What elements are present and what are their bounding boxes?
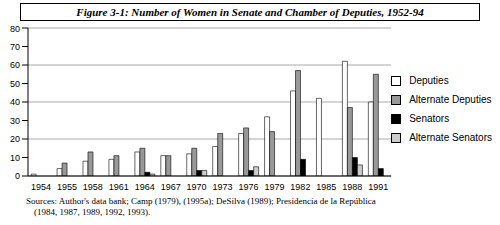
svg-text:1991: 1991	[368, 182, 388, 192]
svg-text:40: 40	[10, 97, 20, 107]
html-text:Alternate Deputies: Alternate Deputies	[409, 94, 492, 105]
html-text:(1984, 1987, 1989, 1992, 1993): (1984, 1987, 1989, 1992, 1993).	[34, 207, 151, 217]
svg-text:1955: 1955	[57, 182, 77, 192]
svg-text:1961: 1961	[109, 182, 129, 192]
svg-text:0: 0	[15, 171, 20, 181]
svg-text:1958: 1958	[83, 182, 103, 192]
svg-text:1973: 1973	[213, 182, 233, 192]
svg-text:1985: 1985	[316, 182, 336, 192]
html-text:Senators: Senators	[409, 113, 450, 124]
svg-text:1964: 1964	[135, 182, 155, 192]
svg-text:1988: 1988	[342, 182, 362, 192]
svg-text:1954: 1954	[31, 182, 51, 192]
svg-text:70: 70	[10, 42, 20, 52]
svg-text:20: 20	[10, 134, 20, 144]
svg-text:80: 80	[10, 24, 20, 34]
svg-text:30: 30	[10, 116, 20, 126]
svg-text:1967: 1967	[161, 182, 181, 192]
html-text:Sources: Author's data bank; C: Sources: Author's data bank; Camp (1979)…	[26, 196, 376, 206]
html-text:Deputies: Deputies	[409, 75, 449, 86]
svg-text:10: 10	[10, 153, 20, 163]
svg-text:1976: 1976	[238, 182, 258, 192]
html-text:Alternate Senators: Alternate Senators	[409, 132, 492, 143]
svg-text:50: 50	[10, 79, 20, 89]
html-text:Figure 3-1: Number of Women in: Figure 3-1: Number of Women in Senate an…	[76, 6, 424, 18]
svg-text:1979: 1979	[264, 182, 284, 192]
svg-text:1970: 1970	[187, 182, 207, 192]
svg-text:1982: 1982	[290, 182, 310, 192]
svg-text:60: 60	[10, 60, 20, 70]
